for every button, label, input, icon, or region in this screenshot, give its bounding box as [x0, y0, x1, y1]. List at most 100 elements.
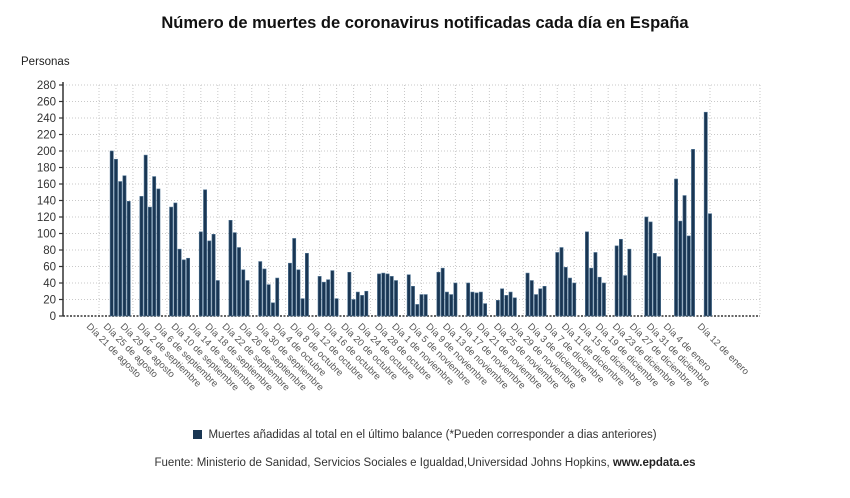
bar[interactable] [237, 247, 241, 317]
bar[interactable] [648, 221, 653, 317]
bar[interactable] [470, 291, 475, 317]
bar[interactable] [351, 299, 356, 317]
bar[interactable] [334, 298, 339, 317]
bar[interactable] [644, 216, 649, 317]
bar[interactable] [686, 235, 691, 317]
bar[interactable] [419, 294, 424, 317]
bar[interactable] [317, 276, 322, 317]
bar[interactable] [143, 154, 148, 317]
bar[interactable] [198, 231, 203, 317]
bar[interactable] [618, 238, 623, 317]
bar[interactable] [232, 232, 237, 317]
bar[interactable] [534, 294, 538, 317]
bar[interactable] [296, 269, 301, 317]
bar[interactable] [525, 272, 530, 317]
bar[interactable] [288, 262, 292, 317]
bar-chart-canvas[interactable]: 020406080100120140160180200220240260280D… [0, 0, 850, 420]
bar[interactable] [262, 268, 267, 317]
bar[interactable] [321, 281, 326, 317]
bar[interactable] [589, 267, 594, 317]
bar[interactable] [406, 274, 411, 317]
bar[interactable] [292, 238, 297, 317]
bar[interactable] [538, 288, 543, 317]
bar[interactable] [300, 298, 305, 317]
bar[interactable] [271, 302, 275, 317]
bar[interactable] [181, 259, 186, 317]
bar[interactable] [572, 282, 577, 317]
bar[interactable] [652, 253, 657, 317]
bar[interactable] [152, 176, 157, 317]
bar[interactable] [555, 252, 560, 317]
bar[interactable] [275, 277, 280, 317]
epdata-link[interactable]: www.epdata.es [612, 457, 696, 469]
bar[interactable] [453, 282, 458, 317]
bar[interactable] [148, 206, 152, 317]
bar[interactable] [122, 175, 127, 317]
bar[interactable] [542, 285, 547, 317]
bar[interactable] [173, 202, 178, 317]
bar[interactable] [495, 300, 500, 317]
bar[interactable] [156, 188, 161, 317]
bar[interactable] [330, 270, 335, 317]
bar[interactable] [377, 273, 381, 317]
bar[interactable] [118, 181, 123, 317]
bar[interactable] [508, 291, 513, 317]
bar[interactable] [385, 273, 390, 317]
bar[interactable] [360, 295, 364, 317]
bar[interactable] [563, 267, 568, 317]
bar[interactable] [559, 247, 564, 317]
bar[interactable] [614, 245, 619, 317]
bar[interactable] [623, 275, 628, 317]
bar[interactable] [440, 267, 445, 317]
bar[interactable] [436, 271, 441, 317]
bar[interactable] [207, 240, 212, 317]
bar[interactable] [177, 248, 182, 317]
bar[interactable] [305, 253, 309, 317]
bar[interactable] [126, 201, 131, 317]
bar[interactable] [466, 282, 471, 317]
bar[interactable] [211, 234, 216, 317]
bar[interactable] [691, 149, 695, 317]
bar[interactable] [504, 295, 509, 317]
bar[interactable] [326, 279, 331, 317]
bar[interactable] [215, 280, 220, 317]
bar[interactable] [678, 220, 683, 317]
bar[interactable] [597, 276, 602, 317]
bar[interactable] [241, 269, 246, 317]
bar[interactable] [529, 280, 534, 317]
bar[interactable] [139, 196, 144, 317]
bar[interactable] [381, 272, 386, 317]
bar[interactable] [500, 288, 504, 317]
bar[interactable] [203, 189, 207, 317]
bar[interactable] [228, 220, 233, 317]
bar[interactable] [657, 256, 661, 317]
bar[interactable] [114, 158, 118, 317]
bar[interactable] [708, 213, 712, 317]
bar[interactable] [394, 280, 398, 317]
bar[interactable] [703, 111, 708, 317]
bar[interactable] [355, 291, 360, 317]
bar[interactable] [411, 285, 415, 317]
bar[interactable] [478, 291, 483, 317]
bar[interactable] [474, 292, 479, 317]
bar[interactable] [674, 178, 678, 317]
bar[interactable] [186, 257, 191, 317]
bar[interactable] [266, 284, 271, 317]
bar[interactable] [512, 297, 517, 317]
bar[interactable] [585, 231, 589, 317]
bar[interactable] [568, 277, 572, 317]
bar[interactable] [389, 276, 394, 317]
bar[interactable] [483, 303, 488, 317]
bar[interactable] [169, 206, 174, 317]
bar[interactable] [109, 150, 114, 317]
bar[interactable] [445, 291, 449, 317]
bar[interactable] [258, 261, 263, 317]
bar[interactable] [449, 294, 454, 317]
bar[interactable] [627, 248, 632, 317]
bar[interactable] [423, 294, 428, 317]
bar[interactable] [364, 290, 369, 317]
bar[interactable] [245, 280, 250, 317]
bar[interactable] [682, 195, 687, 317]
bar[interactable] [602, 282, 606, 317]
bar[interactable] [593, 252, 598, 317]
